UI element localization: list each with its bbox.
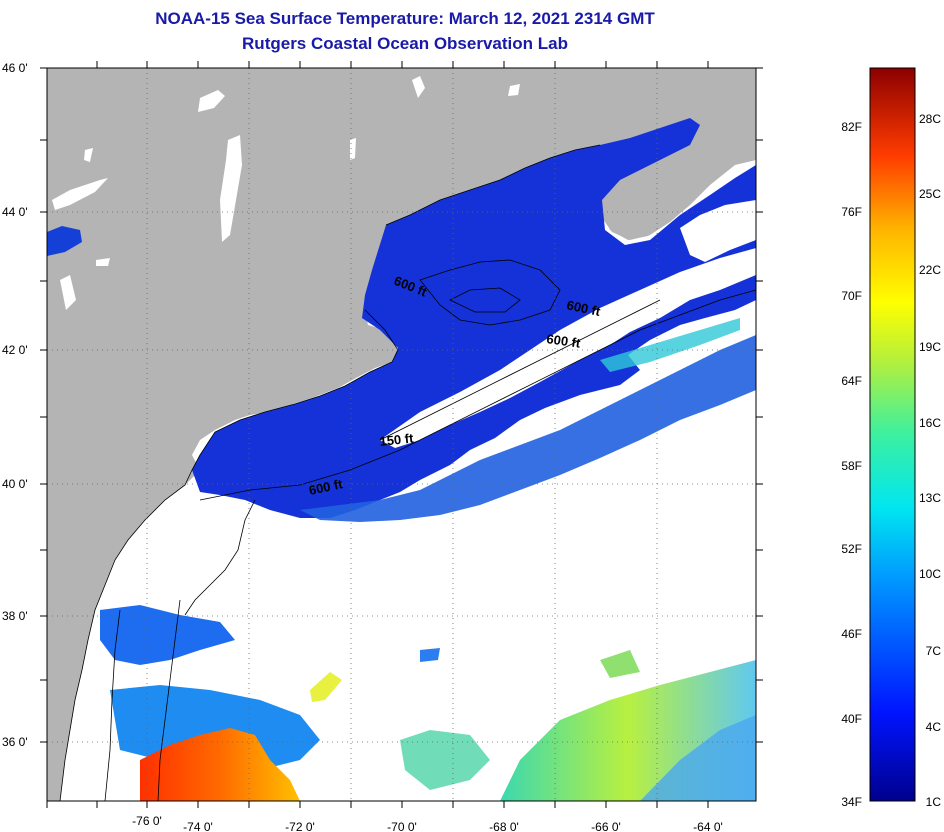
colorbar-c-label: 10C — [919, 567, 941, 581]
colorbar-f-label: 52F — [841, 542, 862, 556]
lake — [350, 138, 356, 160]
longitude-label: -66 0' — [591, 820, 621, 832]
shelf-break-fringe — [300, 335, 756, 522]
colorbar-c-label: 28C — [919, 112, 941, 126]
land-northeast-us — [47, 68, 756, 801]
cyan-patch — [600, 318, 740, 372]
longitude-label: -70 0' — [387, 820, 417, 832]
lake — [84, 148, 93, 162]
shelf-water — [192, 118, 756, 518]
colorbar-c-label: 1C — [926, 795, 942, 809]
coastline-nj — [184, 499, 256, 616]
warm-core-patch — [310, 672, 342, 702]
colorbar-c-label: 16C — [919, 416, 941, 430]
lake — [412, 76, 425, 98]
lake — [60, 275, 76, 310]
contour-label: 600 ft — [565, 297, 602, 319]
longitude-label: -64 0' — [693, 820, 723, 832]
colorbar-f-label: 58F — [841, 459, 862, 473]
lake-ontario — [47, 226, 82, 256]
map-title: NOAA-15 Sea Surface Temperature: March 1… — [155, 9, 655, 28]
latitude-label: 44 0' — [2, 205, 28, 219]
lake — [52, 178, 108, 210]
lake — [198, 90, 225, 112]
lake — [220, 135, 242, 242]
latitude-label: 46 0' — [2, 61, 28, 75]
latitude-label: 38 0' — [2, 609, 28, 623]
colorbar-c-label: 19C — [919, 340, 941, 354]
cloud-band — [680, 200, 756, 262]
latitude-label: 42 0' — [2, 343, 28, 357]
coastline — [59, 144, 601, 801]
lake — [508, 84, 520, 96]
latitude-label: 40 0' — [2, 477, 28, 491]
colorbar-f-label: 70F — [841, 289, 862, 303]
depth-contours — [104, 259, 756, 801]
lake — [96, 258, 110, 266]
eddy-patch — [400, 730, 490, 790]
longitude-label: -72 0' — [285, 820, 315, 832]
longitude-label: -68 0' — [489, 820, 519, 832]
cloud-band — [380, 248, 756, 448]
longitude-label: -76 0' — [132, 814, 162, 828]
land-nova-scotia — [598, 108, 756, 240]
colorbar-f-label: 76F — [841, 205, 862, 219]
water-patch — [100, 605, 235, 665]
colorbar-c-label: 7C — [926, 644, 942, 658]
contour-label: 150 ft — [379, 430, 415, 449]
gulf-stream-warm — [140, 728, 300, 801]
colorbar-f-label: 34F — [841, 795, 862, 809]
colorbar-f-label: 82F — [841, 120, 862, 134]
map-subtitle: Rutgers Coastal Ocean Observation Lab — [242, 34, 568, 53]
sargasso-blue — [640, 715, 756, 801]
contour-label: 600 ft — [308, 476, 345, 498]
water-patch — [420, 648, 440, 662]
cloud-south — [150, 380, 756, 801]
colorbar-f-label: 46F — [841, 627, 862, 641]
colorbar-c-label: 4C — [926, 720, 942, 734]
colorbar-c-label: 13C — [919, 491, 941, 505]
colorbar-c-label: 25C — [919, 187, 941, 201]
colorbar-f-label: 40F — [841, 712, 862, 726]
longitude-label: -74 0' — [183, 820, 213, 832]
colorbar-c-label: 22C — [919, 263, 941, 277]
latitude-label: 36 0' — [2, 735, 28, 749]
grid-lines — [47, 68, 756, 801]
green-patch — [600, 650, 640, 678]
contour-label: 600 ft — [546, 331, 582, 351]
colorbar-f-label: 64F — [841, 374, 862, 388]
temperature-colorbar — [869, 67, 916, 802]
axis-ticks — [40, 61, 763, 808]
